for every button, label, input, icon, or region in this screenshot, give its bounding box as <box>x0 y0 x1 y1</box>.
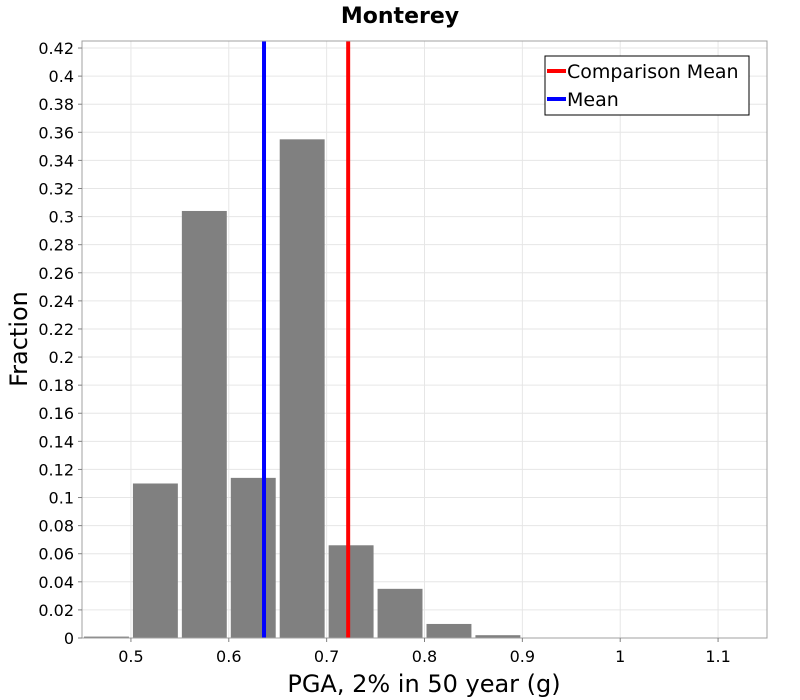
legend-label-comparison-mean: Comparison Mean <box>567 61 739 83</box>
y-tick-label: 0.3 <box>49 208 74 227</box>
histogram-bar <box>426 623 472 638</box>
y-axis: 0 0.02 0.04 0.06 0.08 0.1 0.12 0.14 0.16 0.18 0.2 0… <box>38 39 82 648</box>
y-tick-label: 0.1 <box>49 489 74 508</box>
y-tick-label: 0.16 <box>38 404 74 423</box>
histogram-bar <box>377 588 423 638</box>
y-tick-label: 0.18 <box>38 376 74 395</box>
legend: Comparison Mean Mean <box>544 55 750 116</box>
histogram-bar <box>279 139 325 638</box>
y-axis-title: Fraction <box>5 291 33 387</box>
x-tick-label: 0.9 <box>510 647 535 666</box>
legend-box <box>544 55 750 116</box>
y-tick-label: 0.28 <box>38 236 74 255</box>
y-tick-label: 0.12 <box>38 460 74 479</box>
y-tick-label: 0.08 <box>38 517 74 536</box>
histogram-bar <box>132 483 178 638</box>
chart-title: Monterey <box>341 4 459 29</box>
y-tick-label: 0.34 <box>38 151 74 170</box>
y-tick-label: 0 <box>64 629 74 648</box>
y-tick-label: 0.26 <box>38 264 74 283</box>
x-tick-label: 0.7 <box>314 647 339 666</box>
x-tick-label: 0.6 <box>216 647 241 666</box>
y-tick-label: 0.24 <box>38 292 74 311</box>
y-tick-label: 0.02 <box>38 601 74 620</box>
histogram-bar <box>230 477 276 638</box>
x-tick-label: 1 <box>615 647 625 666</box>
histogram-bar <box>328 545 374 638</box>
y-tick-label: 0.06 <box>38 545 74 564</box>
y-tick-label: 0.14 <box>38 432 74 451</box>
x-tick-label: 1.1 <box>705 647 730 666</box>
histogram-bar <box>84 636 129 638</box>
x-tick-label: 0.5 <box>118 647 143 666</box>
y-tick-label: 0.38 <box>38 95 74 114</box>
y-tick-label: 0.22 <box>38 320 74 339</box>
x-axis-title: PGA, 2% in 50 year (g) <box>287 670 560 698</box>
legend-label-mean: Mean <box>567 89 619 111</box>
histogram-bar <box>181 210 227 638</box>
y-tick-label: 0.36 <box>38 123 74 142</box>
y-tick-label: 0.04 <box>38 573 74 592</box>
y-tick-label: 0.4 <box>49 67 74 86</box>
y-tick-label: 0.2 <box>49 348 74 367</box>
x-axis: 0.5 0.6 0.7 0.8 0.9 1 1.1 <box>118 638 731 666</box>
histogram-bar <box>475 635 521 638</box>
mean-lines <box>262 41 351 638</box>
y-tick-label: 0.32 <box>38 179 74 198</box>
y-tick-label: 0.42 <box>38 39 74 58</box>
bars-group <box>84 139 521 638</box>
x-tick-label: 0.8 <box>412 647 437 666</box>
